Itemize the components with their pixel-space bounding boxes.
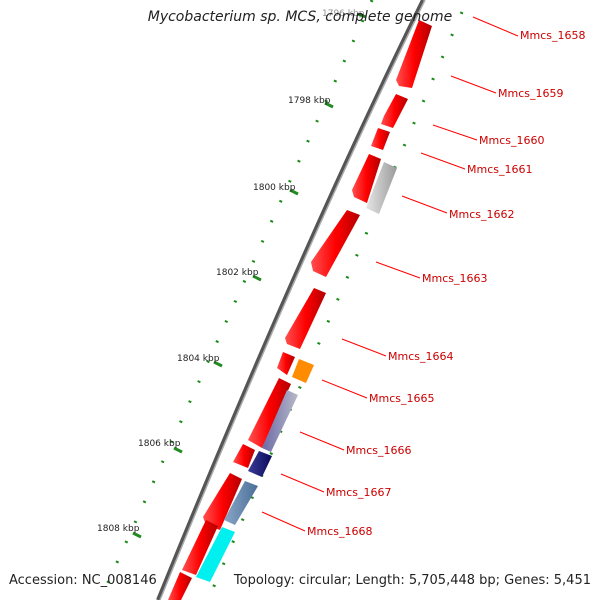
gene-label: Mmcs_1666 [346, 444, 411, 457]
gene-1667b [248, 451, 272, 477]
topology-text: Topology: circular; Length: 5,705,448 bp… [233, 573, 591, 588]
gene-label: Mmcs_1661 [467, 163, 532, 176]
gene-1669a [182, 520, 218, 575]
ruler-tick-1800: 1800 kbp [253, 183, 299, 196]
genes [168, 20, 432, 600]
gene-1668b [224, 481, 258, 525]
ruler-label-1808: 1808 kbp [97, 524, 140, 534]
gene-label: Mmcs_1665 [369, 392, 434, 405]
gene-1662 [366, 162, 397, 214]
ruler-tick-1802: 1802 kbp [216, 268, 262, 282]
gene-1666b [262, 390, 298, 452]
gene-1659 [381, 94, 408, 128]
gene-label: Mmcs_1658 [520, 29, 585, 42]
gene-1660 [371, 128, 390, 150]
ruler-label-1798: 1798 kbp [288, 96, 331, 106]
gene-1669b [196, 527, 235, 582]
gene-1670 [168, 572, 192, 600]
ruler: 1798 kbp 1800 kbp 1802 kbp 1804 kbp 1806… [97, 0, 374, 600]
gene-label: Mmcs_1667 [326, 486, 391, 499]
gene-1658 [396, 20, 432, 88]
ruler-tick-1798: 1798 kbp [288, 96, 334, 109]
gene-1664 [285, 288, 326, 349]
ruler-label-1800: 1800 kbp [253, 183, 296, 193]
gene-1665 [292, 359, 314, 383]
ruler-label-1804: 1804 kbp [177, 354, 220, 364]
ruler-label-1806: 1806 kbp [138, 439, 181, 449]
gene-1668a [203, 473, 242, 530]
genome-title: Mycobacterium sp. MCS, complete genome [147, 9, 453, 25]
gene-label: Mmcs_1659 [498, 87, 563, 100]
ruler-label-1802: 1802 kbp [216, 268, 259, 278]
gene-label: Mmcs_1660 [479, 134, 544, 147]
gene-annotations: Mmcs_1658 Mmcs_1659 Mmcs_1660 Mmcs_1661 … [261, 16, 585, 538]
ruler-tick-1796 [357, 12, 367, 19]
gene-label: Mmcs_1663 [422, 272, 487, 285]
ruler-tick-1804: 1804 kbp [177, 354, 223, 368]
accession-text: Accession: NC_008146 [9, 573, 157, 588]
inner-dot-track [206, 11, 464, 600]
gene-label: Mmcs_1662 [449, 208, 514, 221]
ruler-tick-1806: 1806 kbp [138, 439, 183, 454]
gene-1666 [248, 378, 291, 448]
gene-1667 [233, 444, 255, 468]
backbone [156, 0, 426, 600]
ruler-tick-1808: 1808 kbp [97, 524, 142, 539]
gene-label: Mmcs_1664 [388, 350, 453, 363]
gene-1663 [311, 210, 360, 277]
gene-1661 [352, 154, 381, 203]
gene-1664b [277, 352, 295, 375]
gene-label: Mmcs_1668 [307, 525, 372, 538]
ruler-label-1796: 1796 kbp [322, 9, 365, 19]
